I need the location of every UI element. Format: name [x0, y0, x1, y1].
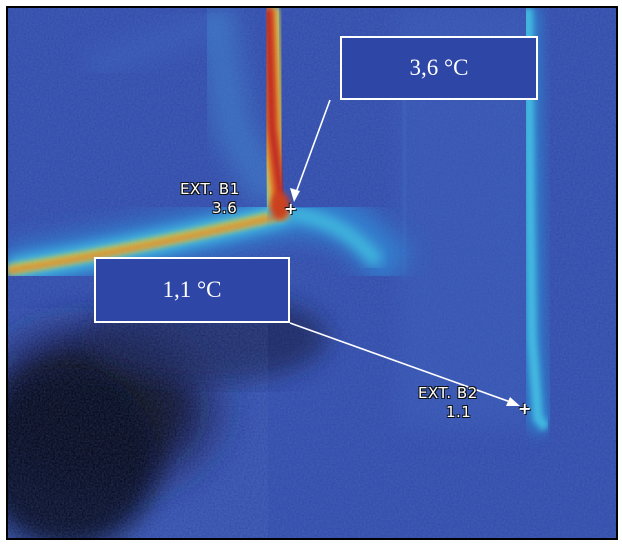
marker-b2-value: 1.1: [446, 404, 471, 421]
thermal-image-frame: 3,6 °C 1,1 °C EXT. B1 3.6 + EXT. B2 1.1 …: [6, 6, 618, 540]
temperature-callout-b1: 3,6 °C: [340, 36, 538, 100]
temperature-callout-b2: 1,1 °C: [94, 257, 290, 323]
crosshair-b1-icon: +: [284, 201, 297, 217]
marker-b1-name: EXT. B1: [180, 181, 240, 198]
marker-b1-value: 3.6: [212, 200, 237, 217]
marker-b2-name: EXT. B2: [418, 385, 478, 402]
crosshair-b2-icon: +: [518, 401, 531, 417]
